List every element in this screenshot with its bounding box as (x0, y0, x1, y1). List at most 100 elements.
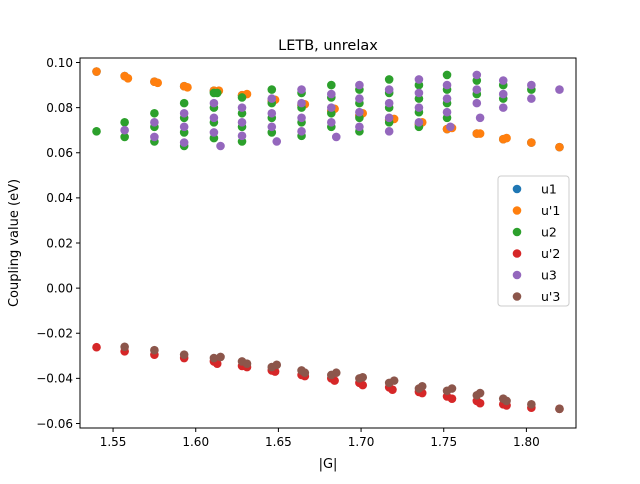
legend-item: u'2 (512, 246, 560, 261)
data-point (92, 127, 101, 136)
data-point (150, 345, 159, 355)
data-point (358, 380, 368, 390)
x-axis: 1.55 1.60 1.65 1.70 1.75 1.80 (100, 428, 540, 449)
data-point (475, 388, 485, 398)
data-point (120, 118, 129, 127)
data-point (327, 80, 336, 90)
data-point (297, 127, 306, 136)
data-point (384, 75, 394, 84)
data-point (267, 85, 277, 94)
data-point (209, 98, 219, 108)
data-point (272, 137, 282, 146)
data-point (209, 113, 219, 123)
data-point (417, 381, 427, 391)
data-point (442, 80, 452, 90)
data-point (388, 385, 397, 394)
data-point (389, 376, 399, 385)
data-point (153, 78, 163, 88)
data-point (297, 113, 306, 123)
plot-points (92, 67, 564, 414)
data-point (442, 107, 452, 117)
legend-label: u'2 (541, 246, 560, 261)
data-point (447, 394, 457, 403)
data-point (442, 94, 452, 103)
data-point (212, 88, 222, 98)
legend-marker (512, 184, 522, 194)
data-point (120, 342, 129, 352)
data-point (472, 85, 482, 94)
data-point (384, 85, 394, 94)
data-point (297, 85, 306, 94)
data-point (331, 132, 341, 142)
data-point (527, 80, 536, 90)
y-tick-label: −0.02 (36, 327, 73, 341)
data-point (120, 125, 129, 135)
data-point (150, 118, 159, 127)
data-point (327, 89, 336, 99)
x-tick-label: 1.75 (430, 435, 457, 449)
legend-item: u'1 (512, 203, 560, 218)
data-point (327, 103, 336, 112)
legend-marker (512, 270, 522, 280)
data-point (527, 94, 536, 103)
data-point (527, 400, 536, 409)
legend-marker (512, 206, 522, 215)
data-point (472, 98, 482, 108)
data-point (209, 353, 219, 363)
data-point (272, 360, 282, 370)
data-point (475, 398, 485, 408)
data-point (216, 141, 225, 151)
legend-label: u'1 (541, 203, 560, 218)
x-tick-label: 1.60 (182, 435, 209, 449)
data-point (498, 103, 508, 112)
data-point (498, 89, 508, 99)
data-point (414, 75, 424, 84)
data-point (92, 342, 101, 352)
data-point (355, 80, 364, 90)
data-point (384, 98, 394, 108)
data-point (472, 70, 482, 80)
data-point (384, 127, 394, 136)
legend: u1 u'1 u2 u'2 u3 u'3 (497, 175, 570, 307)
chart-title: LETB, unrelax (278, 38, 378, 54)
data-point (327, 118, 336, 127)
legend-box (497, 175, 570, 307)
data-point (237, 131, 247, 141)
data-point (237, 93, 247, 102)
data-point (120, 132, 129, 142)
legend-marker (512, 292, 522, 301)
x-tick-label: 1.80 (513, 435, 540, 449)
data-point (414, 103, 424, 112)
legend-item: u'3 (512, 289, 560, 304)
data-point (355, 122, 364, 132)
data-point (237, 118, 247, 127)
legend-label: u3 (541, 268, 557, 283)
data-point (414, 88, 424, 98)
data-point (267, 122, 277, 132)
data-point (358, 372, 368, 382)
data-point (183, 83, 192, 92)
legend-item: u3 (512, 268, 557, 283)
legend-marker (512, 249, 522, 258)
y-tick-label: −0.06 (36, 417, 73, 431)
y-tick-label: −0.04 (36, 372, 73, 386)
series-up3 (120, 342, 564, 414)
y-tick-label: 0.10 (46, 56, 73, 70)
y-axis: −0.06 −0.04 −0.02 0.00 0.02 0.04 0.06 0.08 0.10 (36, 56, 80, 431)
data-point (446, 122, 455, 132)
data-point (355, 94, 364, 103)
data-point (237, 103, 247, 112)
data-point (300, 368, 310, 378)
data-point (414, 118, 424, 127)
y-tick-label: 0.02 (46, 236, 73, 250)
data-point (297, 98, 306, 108)
x-axis-label: |G| (319, 457, 338, 472)
x-tick-label: 1.70 (348, 435, 375, 449)
data-point (527, 138, 536, 147)
data-point (179, 122, 189, 132)
data-point (502, 396, 511, 406)
x-tick-label: 1.65 (265, 435, 292, 449)
data-point (92, 67, 101, 76)
